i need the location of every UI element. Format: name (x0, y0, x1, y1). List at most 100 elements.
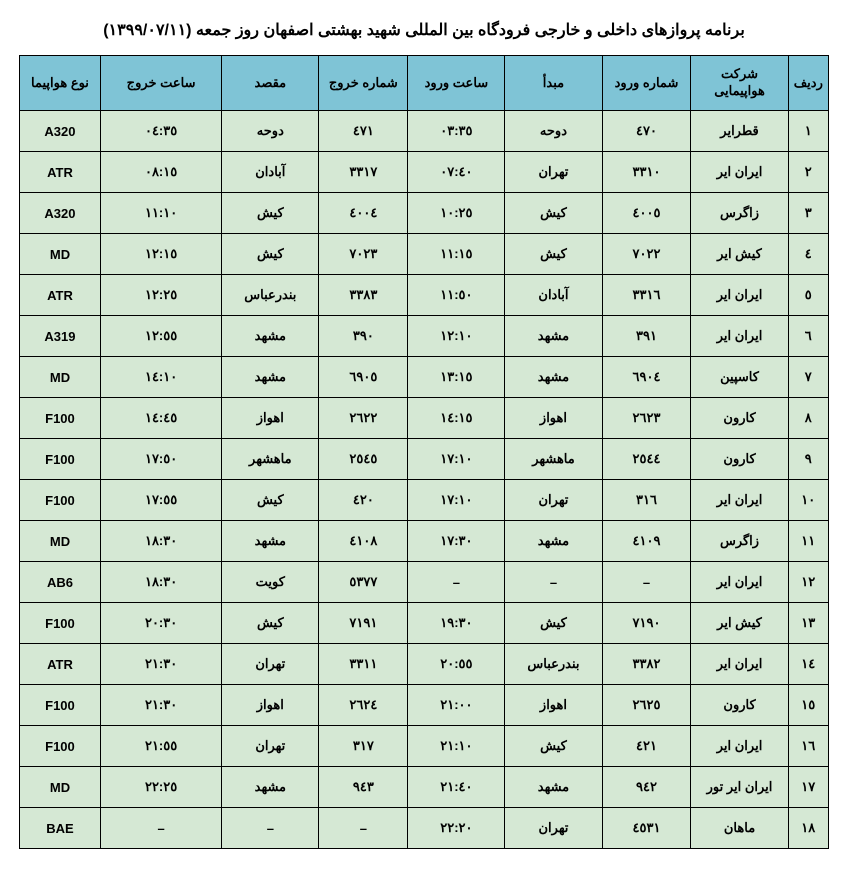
cell-deptime: ٢١:٥٥ (100, 726, 221, 767)
cell-arrtime: – (408, 562, 505, 603)
cell-arrnum: ٧٠٢٢ (602, 234, 691, 275)
cell-depnum: ٣٣١١ (319, 644, 408, 685)
cell-depnum: ٢٦٢٤ (319, 685, 408, 726)
cell-aircraft: ATR (20, 275, 101, 316)
header-row: ردیف شرکت هواپیمایی شماره ورود مبدأ ساعت… (20, 56, 829, 111)
cell-airline: ایران ایر (691, 726, 788, 767)
cell-dest: مشهد (222, 316, 319, 357)
cell-aircraft: MD (20, 357, 101, 398)
cell-dest: اهواز (222, 685, 319, 726)
cell-arrtime: ١٠:٢٥ (408, 193, 505, 234)
cell-dest: مشهد (222, 521, 319, 562)
cell-airline: ایران ایر (691, 644, 788, 685)
cell-n: ٤ (788, 234, 828, 275)
cell-depnum: – (319, 808, 408, 849)
table-row: ١٢ایران ایر–––٥٣٧٧کویت١٨:٣٠AB6 (20, 562, 829, 603)
cell-origin: کیش (505, 726, 602, 767)
cell-dest: تهران (222, 644, 319, 685)
cell-arrnum: ٣١٦ (602, 480, 691, 521)
cell-arrtime: ١١:١٥ (408, 234, 505, 275)
cell-n: ۲ (788, 152, 828, 193)
cell-origin: دوحه (505, 111, 602, 152)
cell-airline: زاگرس (691, 521, 788, 562)
cell-arrtime: ١٩:٣٠ (408, 603, 505, 644)
table-row: ١٦ایران ایر٤٢١کیش٢١:١٠٣١٧تهران٢١:٥٥F100 (20, 726, 829, 767)
table-row: ۱قطرایر٤٧٠دوحه٠٣:٣٥٤٧١دوحه٠٤:٣٥A320 (20, 111, 829, 152)
cell-depnum: ٣٣٨٣ (319, 275, 408, 316)
table-row: ١٣کیش ایر٧١٩٠کیش١٩:٣٠٧١٩١کیش٢٠:٣٠F100 (20, 603, 829, 644)
col-arrnum: شماره ورود (602, 56, 691, 111)
cell-aircraft: A320 (20, 111, 101, 152)
cell-aircraft: A319 (20, 316, 101, 357)
cell-airline: ایران ایر (691, 562, 788, 603)
cell-aircraft: MD (20, 521, 101, 562)
cell-airline: کیش ایر (691, 603, 788, 644)
cell-arrnum: ٢٦٢٥ (602, 685, 691, 726)
table-row: ١٤ایران ایر٣٣٨٢بندرعباس٢٠:٥٥٣٣١١تهران٢١:… (20, 644, 829, 685)
cell-deptime: ١٨:٣٠ (100, 562, 221, 603)
cell-aircraft: MD (20, 767, 101, 808)
cell-arrnum: ٣٣٨٢ (602, 644, 691, 685)
cell-deptime: ٠٨:١٥ (100, 152, 221, 193)
cell-arrtime: ٢١:٠٠ (408, 685, 505, 726)
cell-dest: کویت (222, 562, 319, 603)
cell-depnum: ٣٣١٧ (319, 152, 408, 193)
table-row: ١٨ماهان٤٥٣١تهران٢٢:٢٠–––BAE (20, 808, 829, 849)
cell-aircraft: F100 (20, 603, 101, 644)
cell-deptime: ١٤:٤٥ (100, 398, 221, 439)
cell-deptime: ٢١:٣٠ (100, 685, 221, 726)
cell-n: ١١ (788, 521, 828, 562)
cell-airline: ایران ایر (691, 316, 788, 357)
cell-depnum: ٦٩٠٥ (319, 357, 408, 398)
cell-dest: تهران (222, 726, 319, 767)
cell-dest: کیش (222, 234, 319, 275)
table-row: ۲ایران ایر٣٣١٠تهران٠٧:٤٠٣٣١٧آبادان٠٨:١٥A… (20, 152, 829, 193)
cell-n: ٩ (788, 439, 828, 480)
cell-deptime: ١٧:٥٠ (100, 439, 221, 480)
cell-arrnum: ٣٣١٠ (602, 152, 691, 193)
cell-airline: کارون (691, 439, 788, 480)
cell-airline: ایران ایر (691, 480, 788, 521)
cell-deptime: ١٢:٥٥ (100, 316, 221, 357)
table-body: ۱قطرایر٤٧٠دوحه٠٣:٣٥٤٧١دوحه٠٤:٣٥A320۲ایرا… (20, 111, 829, 849)
cell-arrtime: ١٧:١٠ (408, 480, 505, 521)
cell-origin: – (505, 562, 602, 603)
cell-arrtime: ١٧:١٠ (408, 439, 505, 480)
cell-airline: زاگرس (691, 193, 788, 234)
cell-deptime: ٢١:٣٠ (100, 644, 221, 685)
cell-arrtime: ٢١:١٠ (408, 726, 505, 767)
cell-origin: تهران (505, 808, 602, 849)
cell-arrtime: ١١:٥٠ (408, 275, 505, 316)
table-row: ٧کاسپین٦٩٠٤مشهد١٣:١٥٦٩٠٥مشهد١٤:١٠MD (20, 357, 829, 398)
cell-depnum: ٩٤٣ (319, 767, 408, 808)
cell-aircraft: A320 (20, 193, 101, 234)
table-row: ١٥کارون٢٦٢٥اهواز٢١:٠٠٢٦٢٤اهواز٢١:٣٠F100 (20, 685, 829, 726)
cell-n: ٦ (788, 316, 828, 357)
cell-dest: مشهد (222, 357, 319, 398)
cell-aircraft: MD (20, 234, 101, 275)
cell-origin: مشهد (505, 357, 602, 398)
cell-depnum: ٤٢٠ (319, 480, 408, 521)
cell-aircraft: AB6 (20, 562, 101, 603)
cell-origin: اهواز (505, 685, 602, 726)
cell-dest: کیش (222, 193, 319, 234)
cell-arrtime: ١٧:٣٠ (408, 521, 505, 562)
cell-arrtime: ٢١:٤٠ (408, 767, 505, 808)
cell-n: ١٦ (788, 726, 828, 767)
cell-n: ١٨ (788, 808, 828, 849)
cell-arrtime: ٠٧:٤٠ (408, 152, 505, 193)
cell-origin: اهواز (505, 398, 602, 439)
table-row: ٥ایران ایر٣٣١٦آبادان١١:٥٠٣٣٨٣بندرعباس١٢:… (20, 275, 829, 316)
col-aircraft: نوع هواپیما (20, 56, 101, 111)
cell-airline: ماهان (691, 808, 788, 849)
cell-arrtime: ١٤:١٥ (408, 398, 505, 439)
cell-n: ٥ (788, 275, 828, 316)
cell-origin: کیش (505, 234, 602, 275)
cell-airline: کارون (691, 398, 788, 439)
cell-origin: کیش (505, 193, 602, 234)
cell-dest: کیش (222, 603, 319, 644)
cell-n: ۱ (788, 111, 828, 152)
cell-depnum: ٤٧١ (319, 111, 408, 152)
cell-deptime: ٢٠:٣٠ (100, 603, 221, 644)
cell-origin: کیش (505, 603, 602, 644)
